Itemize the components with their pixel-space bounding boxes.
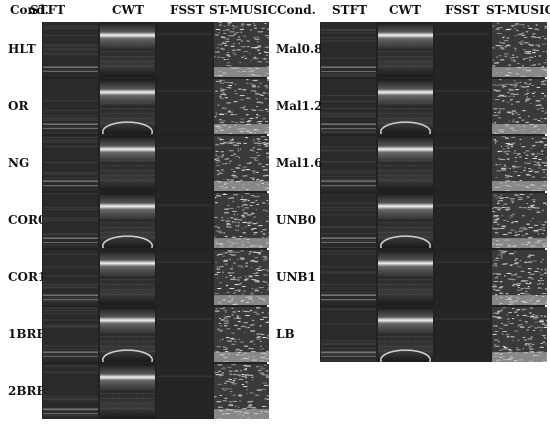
spectrogram-cwt (378, 79, 433, 134)
spectrogram-music (214, 79, 269, 134)
spectrogram-fsst (157, 193, 212, 248)
spectrogram-cwt (100, 193, 155, 248)
condition-label: COR0 (8, 212, 47, 227)
spectrogram-stft (43, 22, 98, 77)
spectrogram-fsst (157, 136, 212, 191)
spectrogram-music (214, 22, 269, 77)
condition-label: Mal0.8 (276, 41, 323, 56)
spectrogram-cwt (100, 307, 155, 362)
spectrogram-stft (321, 79, 376, 134)
header-fsst-right: FSST (445, 3, 480, 17)
spectrogram-fsst (435, 193, 490, 248)
condition-label: Mal1.24 (276, 98, 331, 113)
spectrogram-cwt (378, 250, 433, 305)
header-st-music-right: ST-MUSIC (486, 3, 550, 17)
header-cond-right: Cond. (277, 3, 316, 17)
spectrogram-cwt (100, 79, 155, 134)
spectrogram-stft (43, 250, 98, 305)
spectrogram-stft (321, 193, 376, 248)
spectrogram-music (492, 79, 547, 134)
spectrogram-fsst (435, 22, 490, 77)
spectrogram-music (214, 307, 269, 362)
spectrogram-fsst (435, 136, 490, 191)
spectrogram-cwt (100, 250, 155, 305)
spectrogram-fsst (157, 79, 212, 134)
spectrogram-music (214, 250, 269, 305)
header-cwt: CWT (112, 3, 144, 17)
spectrogram-fsst (435, 250, 490, 305)
spectrogram-cwt (378, 193, 433, 248)
spectrogram-music (214, 364, 269, 419)
condition-label: 1BRB (8, 326, 47, 341)
spectrogram-cwt (378, 307, 433, 362)
header-cwt-right: CWT (389, 3, 421, 17)
spectrogram-stft (43, 136, 98, 191)
spectrogram-fsst (435, 307, 490, 362)
condition-label: COR1 (8, 269, 47, 284)
spectrogram-stft (321, 22, 376, 77)
spectrogram-music (214, 193, 269, 248)
condition-label: UNB0 (276, 212, 316, 227)
condition-label: NG (8, 155, 30, 170)
condition-label: OR (8, 98, 29, 113)
spectrogram-cwt (378, 22, 433, 77)
spectrogram-stft (43, 364, 98, 419)
condition-label: HLT (8, 41, 36, 56)
spectrogram-stft (43, 193, 98, 248)
condition-label: LB (276, 326, 295, 341)
header-stft: STFT (30, 3, 66, 17)
spectrogram-fsst (435, 79, 490, 134)
spectrogram-fsst (157, 22, 212, 77)
spectrogram-stft (321, 250, 376, 305)
condition-label: 2BRB (8, 383, 47, 398)
spectrogram-cwt (378, 136, 433, 191)
spectrogram-fsst (157, 307, 212, 362)
spectrogram-music (214, 136, 269, 191)
spectrogram-cwt (100, 22, 155, 77)
header-st-music: ST-MUSIC (209, 3, 278, 17)
spectrogram-music (492, 22, 547, 77)
spectrogram-fsst (157, 250, 212, 305)
spectrogram-fsst (157, 364, 212, 419)
spectrogram-music (492, 250, 547, 305)
spectrogram-stft (43, 307, 98, 362)
condition-label: Mal1.6 (276, 155, 323, 170)
spectrogram-cwt (100, 364, 155, 419)
spectrogram-stft (43, 79, 98, 134)
header-cond: Cond. (10, 3, 49, 17)
header-fsst: FSST (170, 3, 205, 17)
spectrogram-stft (321, 136, 376, 191)
spectrogram-music (492, 193, 547, 248)
spectrogram-cwt (100, 136, 155, 191)
spectrogram-music (492, 307, 547, 362)
spectrogram-stft (321, 307, 376, 362)
condition-label: UNB1 (276, 269, 316, 284)
right-spectrogram-grid (320, 22, 545, 362)
spectrogram-music (492, 136, 547, 191)
header-stft-right: STFT (332, 3, 368, 17)
